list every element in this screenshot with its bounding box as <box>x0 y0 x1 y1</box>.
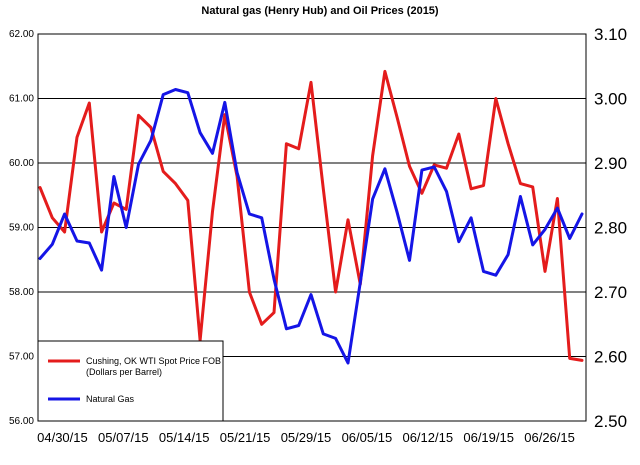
series-line-natural-gas <box>38 88 584 365</box>
y-right-tick-label: 2.60 <box>594 348 627 367</box>
y-right-tick-label: 2.80 <box>594 219 627 238</box>
x-tick-label: 06/26/15 <box>524 430 575 445</box>
x-tick-label: 05/21/15 <box>220 430 271 445</box>
legend-label-oil: (Dollars per Barrel) <box>86 367 162 377</box>
x-tick-label: 05/14/15 <box>159 430 210 445</box>
x-axis: 04/30/15 05/07/15 05/14/15 05/21/15 05/29/15… <box>37 430 575 445</box>
y-left-tick-label: 61.00 <box>9 94 34 105</box>
y-left-tick-label: 59.00 <box>9 223 34 234</box>
y-left-tick-label: 57.00 <box>9 352 34 363</box>
plot-border <box>37 33 587 422</box>
y-right-tick-label: 2.50 <box>594 412 627 431</box>
x-tick-label: 05/07/15 <box>98 430 149 445</box>
y-right-tick-label: 2.70 <box>594 283 627 302</box>
legend: Cushing, OK WTI Spot Price FOB(Dollars p… <box>37 340 224 422</box>
y-right-tick-label: 3.00 <box>594 90 627 109</box>
chart-title: Natural gas (Henry Hub) and Oil Prices (… <box>201 5 439 17</box>
series-layer <box>38 69 584 365</box>
y-left-tick-label: 60.00 <box>9 158 34 169</box>
x-tick-label: 06/05/15 <box>342 430 393 445</box>
x-tick-label: 04/30/15 <box>37 430 88 445</box>
y-right-tick-label: 3.10 <box>594 25 627 44</box>
y-left-tick-label: 62.00 <box>9 29 34 40</box>
y-left-tick-label: 56.00 <box>9 416 34 427</box>
right-axis: 2.50 2.60 2.70 2.80 2.90 3.00 3.10 <box>594 25 627 431</box>
x-tick-label: 06/12/15 <box>402 430 453 445</box>
y-right-tick-label: 2.90 <box>594 154 627 173</box>
legend-label-oil: Cushing, OK WTI Spot Price FOB <box>86 356 221 366</box>
x-tick-label: 05/29/15 <box>281 430 332 445</box>
legend-label-natural-gas: Natural Gas <box>86 394 135 404</box>
y-left-tick-label: 58.00 <box>9 287 34 298</box>
series-line-oil <box>38 69 584 362</box>
left-axis: 56.00 57.00 58.00 59.00 60.00 61.00 62.00 <box>9 29 34 427</box>
legend-box <box>37 340 224 422</box>
x-tick-label: 06/19/15 <box>463 430 514 445</box>
